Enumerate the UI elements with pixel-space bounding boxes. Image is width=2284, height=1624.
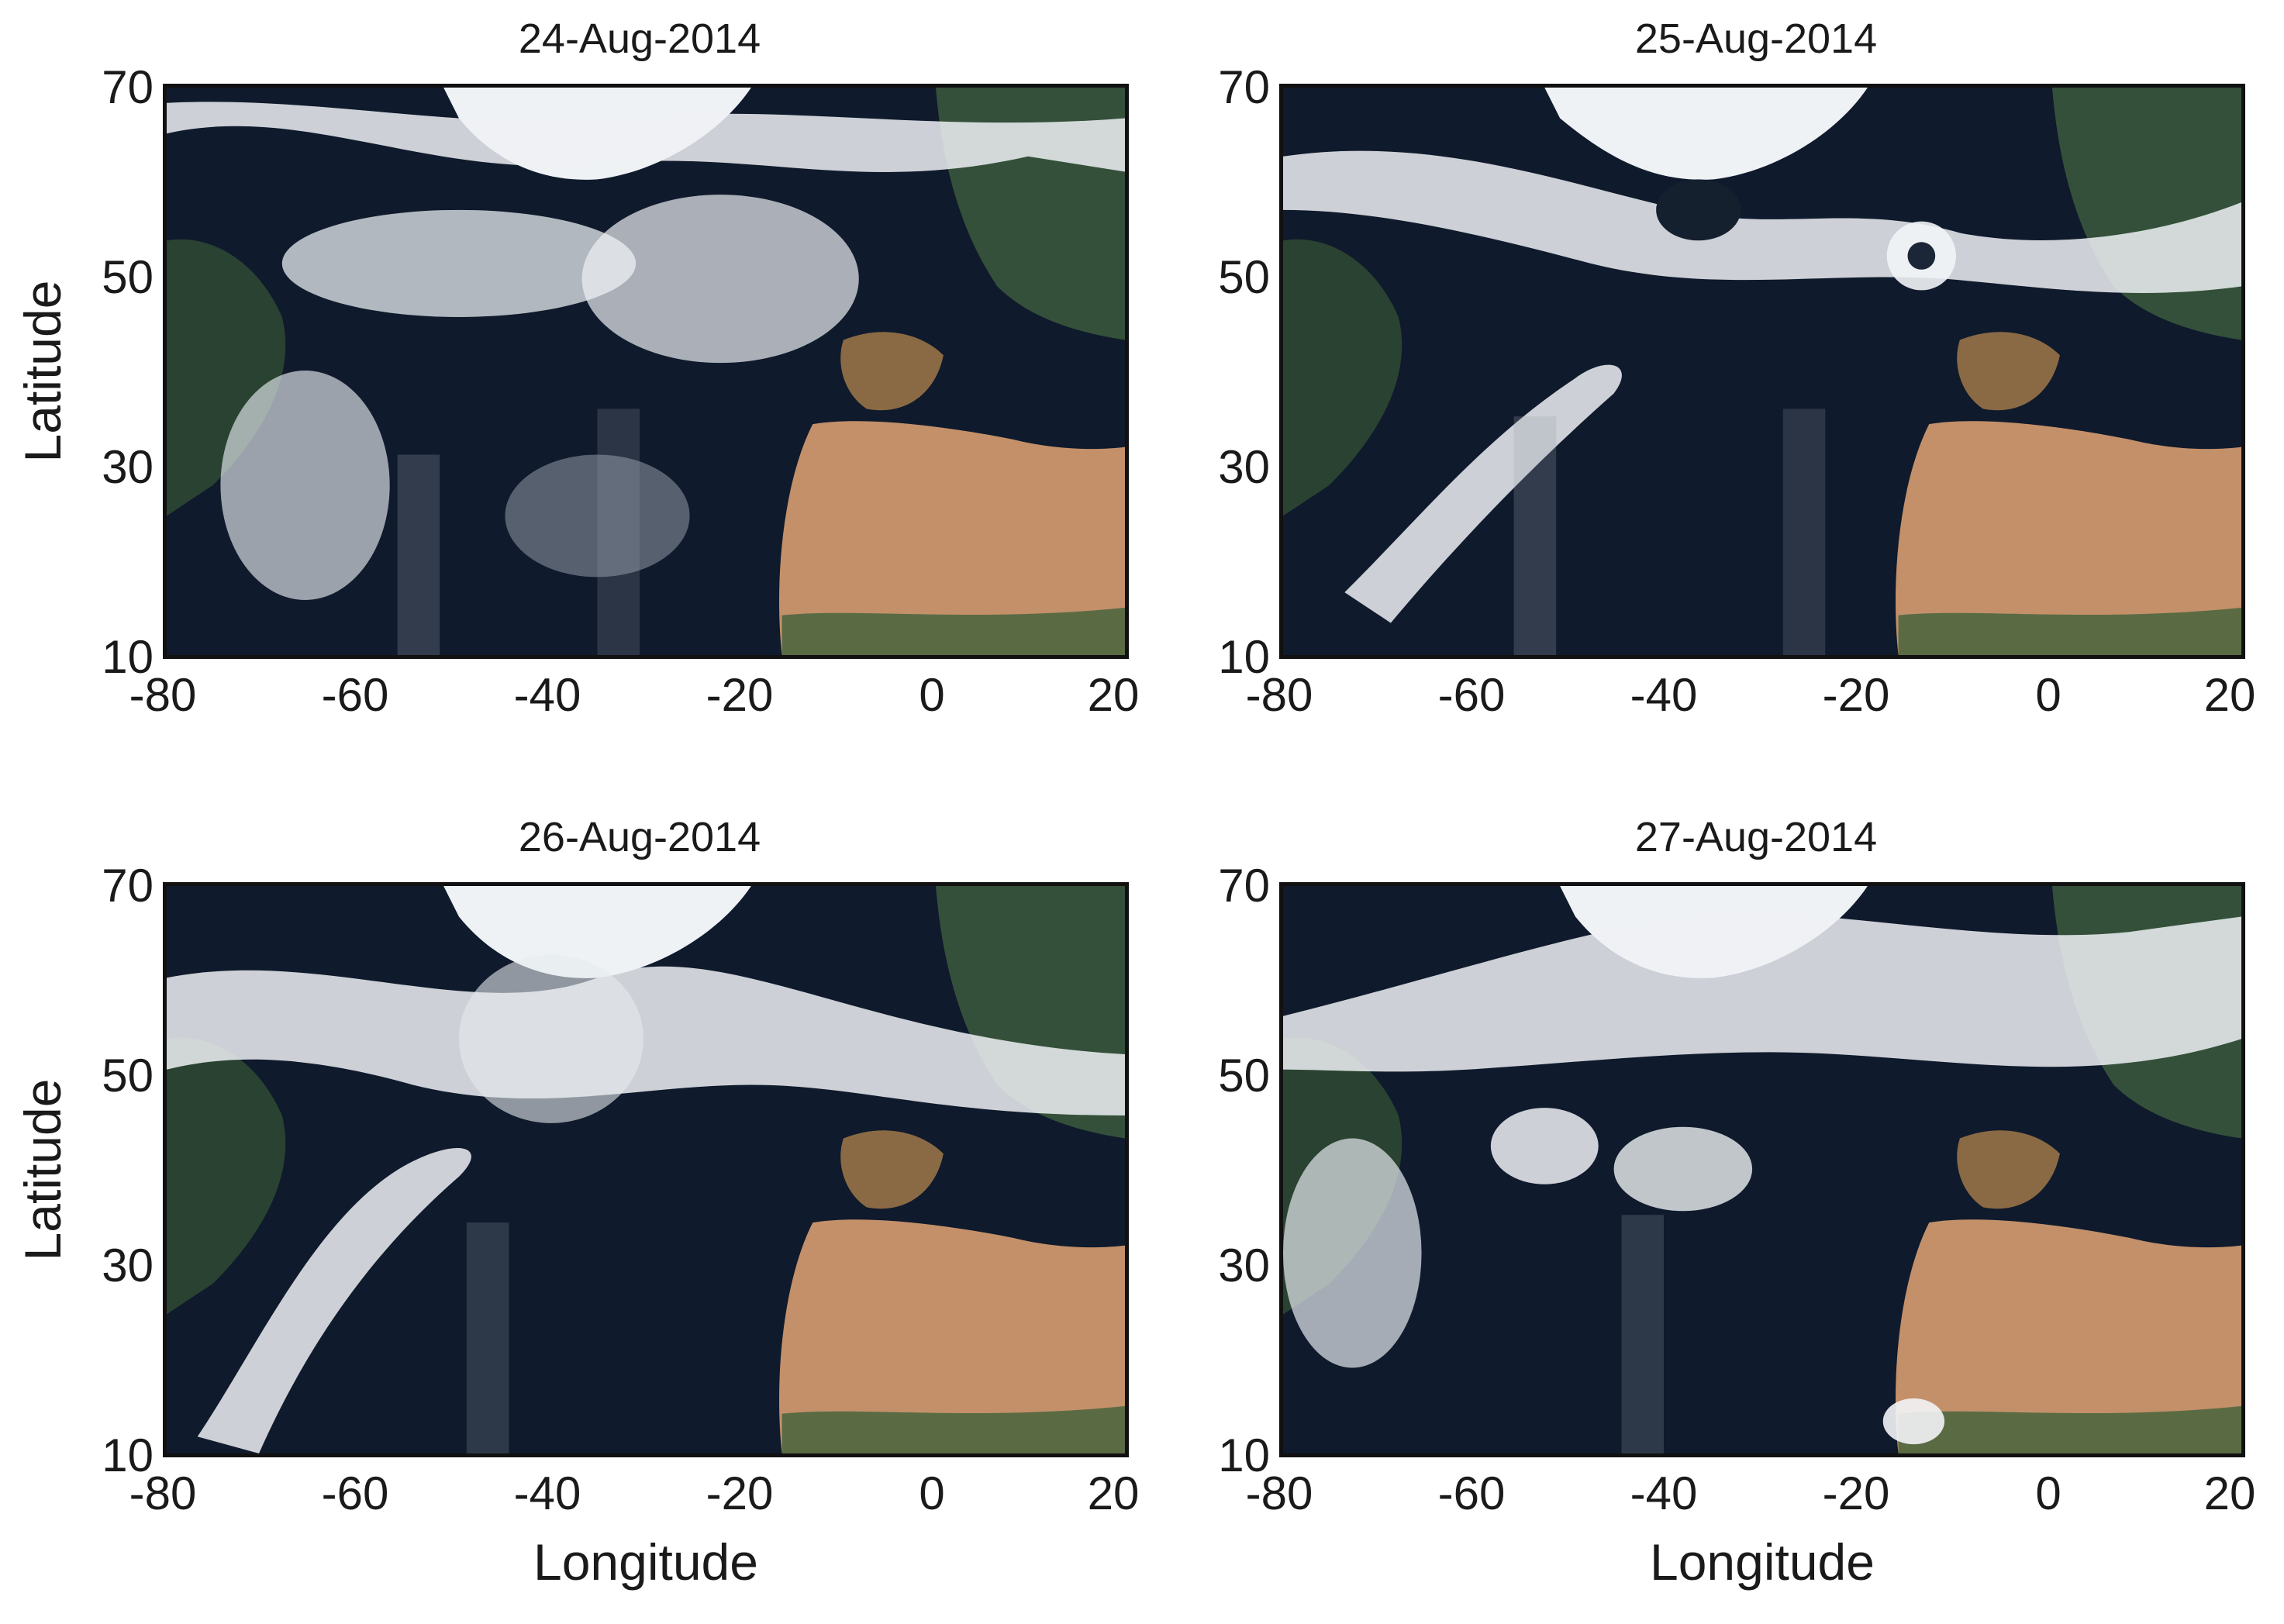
x-tick: 20 — [2203, 1467, 2256, 1519]
x-tick: -80 — [129, 1467, 197, 1519]
panel-24-aug-2014: 24-Aug-2014 Latitude — [8, 0, 1139, 775]
y-tick: 10 — [1218, 631, 1270, 683]
x-tick: -40 — [1630, 669, 1698, 721]
x-tick: -20 — [706, 1467, 774, 1519]
panel-title: 27-Aug-2014 — [1634, 814, 1878, 860]
x-tick: 20 — [1087, 669, 1140, 721]
satellite-scene — [167, 886, 1125, 1453]
y-tick: 10 — [102, 1429, 154, 1481]
y-tick: 50 — [102, 1050, 154, 1102]
x-tick: -80 — [1245, 669, 1313, 721]
y-tick: 10 — [1218, 1429, 1270, 1481]
panel-title: 25-Aug-2014 — [1634, 16, 1878, 62]
y-tick: 10 — [102, 631, 154, 683]
x-tick: -60 — [1437, 1467, 1506, 1519]
satellite-image — [1279, 882, 2245, 1457]
x-tick: 20 — [2203, 669, 2256, 721]
x-tick: -60 — [1437, 669, 1506, 721]
x-tick: 20 — [1087, 1467, 1140, 1519]
x-tick: -40 — [513, 669, 581, 721]
y-tick: 50 — [1218, 1050, 1270, 1102]
x-tick: -80 — [1245, 1467, 1313, 1519]
panel-26-aug-2014: 26-Aug-2014 Latitude 70 50 30 10 -80 -60… — [8, 798, 1139, 1591]
y-tick: 70 — [102, 61, 154, 113]
y-tick: 30 — [1218, 1240, 1270, 1291]
panel-25-aug-2014: 25-Aug-2014 70 50 30 10 - — [1124, 0, 2255, 775]
y-tick: 30 — [102, 1240, 154, 1291]
y-tick: 70 — [1218, 61, 1270, 113]
satellite-image — [1279, 84, 2245, 659]
x-tick: 0 — [2035, 1467, 2061, 1519]
x-tick: 0 — [2035, 669, 2061, 721]
panel-title: 24-Aug-2014 — [518, 16, 761, 62]
y-tick: 30 — [1218, 441, 1270, 493]
y-tick: 70 — [102, 860, 154, 912]
satellite-scene — [1283, 886, 2241, 1453]
x-tick: -80 — [129, 669, 197, 721]
y-tick: 70 — [1218, 860, 1270, 912]
satellite-image — [163, 882, 1129, 1457]
satellite-scene — [167, 88, 1125, 655]
panel-title: 26-Aug-2014 — [518, 814, 761, 860]
x-tick: 0 — [919, 669, 945, 721]
y-tick: 30 — [102, 441, 154, 493]
x-tick: -60 — [321, 669, 389, 721]
y-tick: 50 — [1218, 251, 1270, 303]
x-tick: -40 — [513, 1467, 581, 1519]
x-tick: -60 — [321, 1467, 389, 1519]
panel-27-aug-2014: 27-Aug-2014 70 50 30 10 -80 -6 — [1124, 798, 2255, 1591]
x-tick: -20 — [1822, 669, 1890, 721]
y-tick: 50 — [102, 251, 154, 303]
x-tick: -20 — [706, 669, 774, 721]
x-axis-label: Longitude — [533, 1533, 758, 1591]
satellite-scene — [1283, 88, 2241, 655]
satellite-image — [163, 84, 1129, 659]
x-axis-label: Longitude — [1650, 1533, 1875, 1591]
x-tick: 0 — [919, 1467, 945, 1519]
x-tick: -40 — [1630, 1467, 1698, 1519]
x-tick: -20 — [1822, 1467, 1890, 1519]
